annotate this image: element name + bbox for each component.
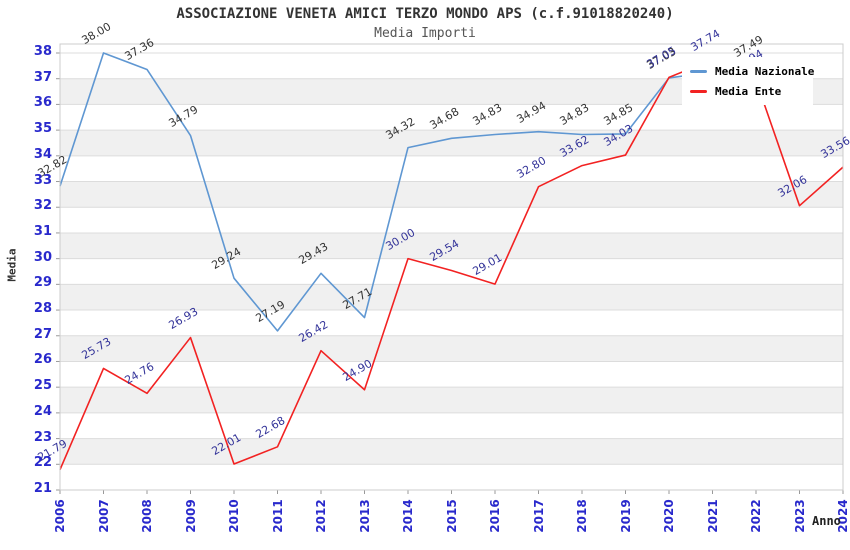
y-tick-label: 34: [33, 146, 52, 162]
y-tick-label: 37: [33, 69, 52, 85]
y-tick-label: 22: [33, 455, 52, 471]
y-tick-label: 24: [33, 403, 52, 419]
x-tick-label: 2015: [444, 499, 459, 533]
ente-line-swatch-icon: [690, 89, 707, 93]
nazionale-line-swatch-icon: [690, 69, 707, 73]
legend-item-nazionale: Media Nazionale: [682, 64, 815, 78]
y-tick-label: 31: [33, 223, 52, 239]
chart-subtitle: Media Importi: [374, 26, 476, 41]
y-tick-label: 29: [33, 275, 52, 291]
y-tick-label: 33: [33, 172, 52, 188]
x-tick-label: 2014: [401, 499, 415, 533]
y-tick-label: 25: [33, 378, 52, 394]
x-tick-label: 2012: [314, 499, 328, 533]
chart-title: ASSOCIAZIONE VENETA AMICI TERZO MONDO AP…: [176, 6, 674, 22]
x-tick-label: 2008: [140, 499, 154, 533]
x-tick-label: 2019: [618, 499, 633, 533]
x-tick-label: 2018: [575, 499, 589, 533]
x-tick-label: 2021: [705, 499, 720, 533]
x-tick-label: 2020: [662, 499, 676, 533]
x-tick-label: 2006: [53, 499, 67, 533]
x-tick-label: 2010: [227, 499, 241, 533]
x-tick-label: 2016: [488, 499, 502, 533]
y-tick-label: 26: [33, 352, 52, 368]
x-tick-label: 2013: [357, 499, 372, 533]
y-tick-label: 32: [33, 198, 52, 214]
legend: Media Nazionale Media Ente: [682, 57, 815, 105]
x-tick-label: 2017: [531, 499, 546, 533]
x-tick-label: 2023: [792, 499, 807, 533]
y-tick-label: 36: [33, 95, 52, 111]
y-axis-title: Media: [5, 248, 19, 282]
x-tick-label: 2007: [96, 499, 111, 533]
y-tick-label: 27: [33, 326, 52, 342]
x-tick-label: 2011: [270, 499, 285, 533]
legend-label: Media Ente: [715, 84, 782, 98]
legend-label: Media Nazionale: [715, 64, 815, 78]
x-tick-label: 2022: [749, 499, 763, 533]
x-axis-title: Anno: [812, 514, 841, 528]
y-tick-label: 38: [33, 44, 52, 59]
legend-item-ente: Media Ente: [682, 85, 813, 98]
y-tick-label: 35: [33, 121, 52, 137]
y-tick-label: 21: [33, 481, 52, 496]
y-tick-label: 23: [33, 429, 52, 445]
x-tick-label: 2009: [183, 499, 198, 533]
y-tick-label: 30: [33, 249, 52, 265]
y-tick-label: 28: [33, 301, 52, 317]
